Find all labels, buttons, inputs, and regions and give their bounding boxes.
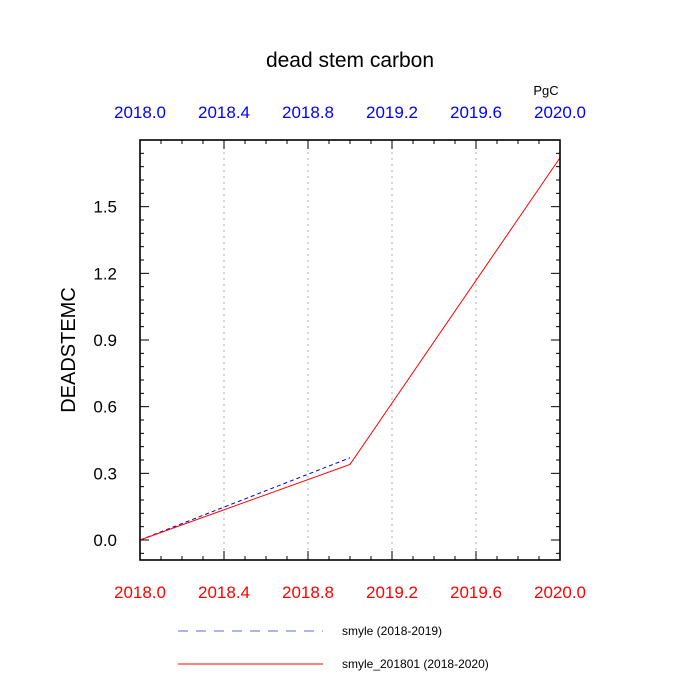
series-line: [139, 457, 351, 541]
x-tick-label-bottom: 2018.8: [282, 583, 334, 602]
x-tick-label-bottom: 2020.0: [534, 583, 586, 602]
grid-lines: [223, 140, 477, 560]
units-label: PgC: [533, 83, 558, 98]
legend-label: smyle_201801 (2018-2020): [342, 657, 489, 671]
x-tick-label-bottom: 2018.0: [114, 583, 166, 602]
y-axis-label: DEADSTEMC: [58, 287, 80, 413]
x-tick-label-top: 2019.2: [366, 103, 418, 122]
x-tick-label-bottom: 2018.4: [198, 583, 250, 602]
x-tick-label-top: 2018.4: [198, 103, 250, 122]
x-tick-label-top: 2018.0: [114, 103, 166, 122]
chart-title: dead stem carbon: [266, 49, 434, 72]
y-tick-label: 1.2: [93, 264, 117, 283]
x-tick-label-bottom: 2019.6: [450, 583, 502, 602]
y-tick-label: 0.6: [93, 398, 117, 417]
legend-label: smyle (2018-2019): [342, 624, 442, 638]
y-tick-label: 0.9: [93, 331, 117, 350]
legend: smyle (2018-2019) smyle_201801 (2018-2020…: [178, 624, 489, 671]
x-tick-label-bottom: 2019.2: [366, 583, 418, 602]
x-tick-label-top: 2019.6: [450, 103, 502, 122]
x-tick-label-top: 2020.0: [534, 103, 586, 122]
x-tick-label-top: 2018.8: [282, 103, 334, 122]
y-tick-label: 0.0: [93, 531, 117, 550]
series-line: [139, 157, 561, 541]
tick-labels: 2018.0 2018.4 2018.8 2019.2 2019.6 2020.0 2018…: [93, 103, 586, 602]
y-tick-label: 1.5: [93, 198, 117, 217]
series-lines: [139, 157, 561, 541]
plot-frame: [139, 139, 561, 561]
axis-ticks: [139, 140, 561, 560]
y-tick-label: 0.3: [93, 464, 117, 483]
